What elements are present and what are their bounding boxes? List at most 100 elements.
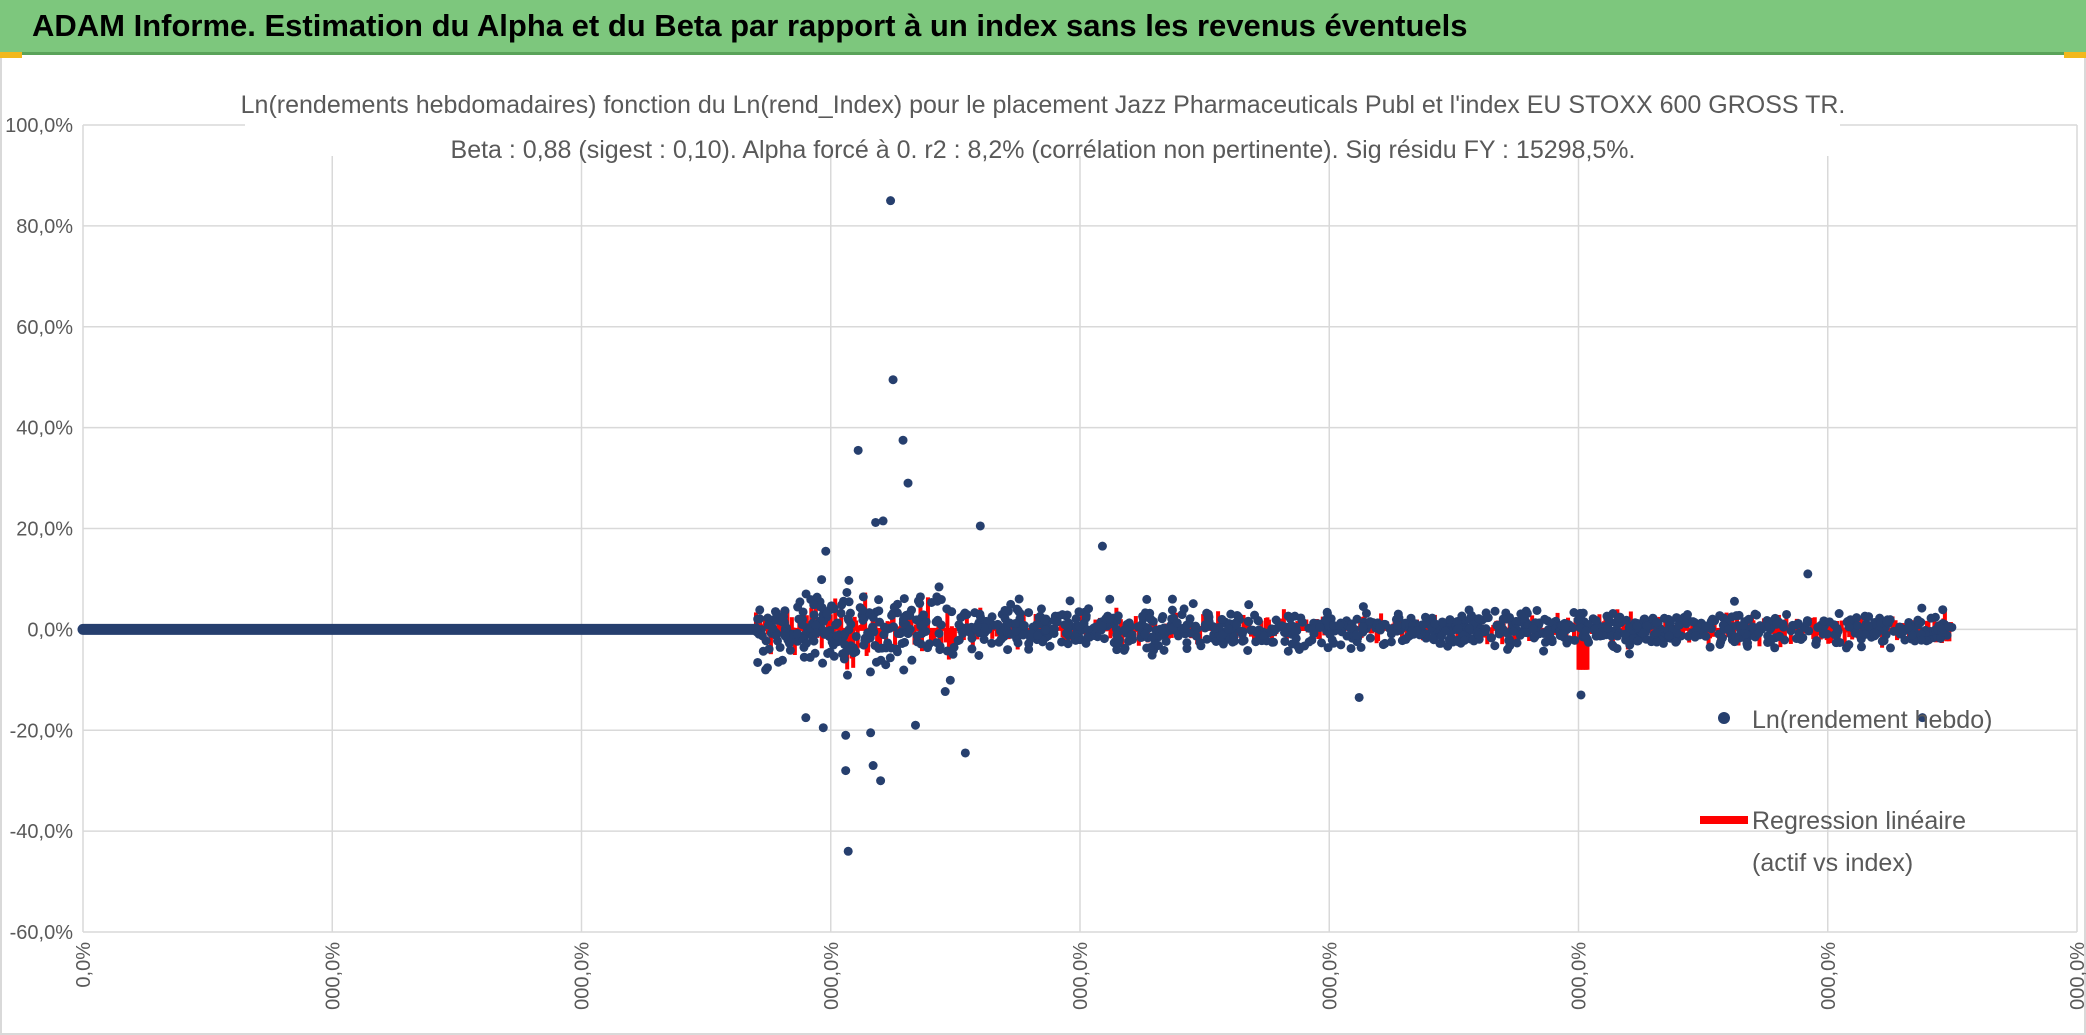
data-point — [1119, 645, 1129, 655]
x-tick-label: 000,0% — [1319, 942, 1341, 1010]
data-point — [1802, 618, 1812, 628]
data-point — [1844, 640, 1854, 650]
data-point — [1437, 631, 1447, 641]
data-point — [844, 625, 854, 635]
data-point — [1243, 645, 1253, 655]
legend-label-points: Ln(rendement hebdo) — [1752, 706, 1992, 734]
data-point — [1036, 604, 1046, 614]
outlier-point — [1097, 541, 1107, 551]
data-point — [889, 602, 899, 612]
data-point — [1701, 631, 1711, 641]
data-point — [1013, 606, 1023, 616]
data-point — [949, 642, 959, 652]
data-point — [1157, 625, 1167, 635]
data-point — [842, 670, 852, 680]
data-point — [1006, 599, 1016, 609]
data-point — [1361, 608, 1371, 618]
data-point — [1652, 637, 1662, 647]
data-point — [868, 622, 878, 632]
data-point — [1365, 633, 1375, 643]
legend: Ln(rendement hebdo) Regression linéaire … — [1700, 706, 1992, 877]
data-point — [1105, 594, 1115, 604]
data-point — [972, 621, 982, 631]
data-point — [821, 627, 831, 637]
data-point — [761, 665, 771, 675]
data-point — [1652, 628, 1662, 638]
data-point — [979, 635, 989, 645]
data-point — [868, 612, 878, 622]
data-point — [1327, 635, 1337, 645]
data-point — [1688, 617, 1698, 627]
data-point — [1863, 621, 1873, 631]
data-point — [1613, 631, 1623, 641]
return-points-series — [751, 196, 1957, 856]
data-point — [1444, 635, 1454, 645]
data-point — [832, 631, 842, 641]
y-tick-label: 20,0% — [16, 519, 73, 541]
data-point — [863, 628, 873, 638]
data-point — [809, 600, 819, 610]
data-point — [918, 620, 928, 630]
data-point — [1481, 624, 1491, 634]
data-point — [1539, 646, 1549, 656]
data-point — [1717, 633, 1727, 643]
data-point — [874, 606, 884, 616]
data-point — [829, 604, 839, 614]
data-point — [861, 635, 871, 645]
data-point — [1560, 621, 1570, 631]
data-point — [780, 631, 790, 641]
data-point — [1065, 596, 1075, 606]
outlier-point — [888, 375, 898, 385]
data-point — [1049, 628, 1059, 638]
data-point — [934, 582, 944, 592]
data-point — [1569, 608, 1579, 618]
data-point — [1743, 638, 1753, 648]
outlier-point — [1354, 692, 1364, 702]
data-point — [1045, 641, 1055, 651]
data-point — [1591, 615, 1601, 625]
data-point — [1317, 638, 1327, 648]
data-point — [911, 615, 921, 625]
data-point — [1509, 626, 1519, 636]
data-point — [1335, 620, 1345, 630]
data-point — [1041, 625, 1051, 635]
data-point — [1860, 629, 1870, 639]
data-point — [857, 605, 867, 615]
data-point — [919, 610, 929, 620]
data-point — [1011, 626, 1021, 636]
data-point — [1621, 615, 1631, 625]
data-point — [975, 612, 985, 622]
data-point — [1594, 630, 1604, 640]
data-point — [1147, 632, 1157, 642]
data-point — [1291, 633, 1301, 643]
data-point — [768, 623, 778, 633]
data-point — [772, 608, 782, 618]
legend-point-icon — [1718, 712, 1730, 724]
legend-label-regression-2: (actif vs index) — [1752, 849, 1913, 877]
data-point — [1365, 617, 1375, 627]
data-point — [764, 644, 774, 654]
outlier-point — [886, 196, 896, 206]
data-point — [778, 612, 788, 622]
data-point — [940, 687, 950, 697]
data-point — [1223, 624, 1233, 634]
data-point — [1244, 600, 1254, 610]
data-point — [1052, 617, 1062, 627]
data-point — [1666, 617, 1676, 627]
data-point — [1250, 610, 1260, 620]
data-point — [1352, 614, 1362, 624]
chart-frame — [0, 58, 2086, 1035]
data-point — [1236, 626, 1246, 636]
data-point — [1182, 638, 1192, 648]
data-point — [879, 630, 889, 640]
data-point — [1380, 638, 1390, 648]
data-point — [1014, 594, 1024, 604]
data-point — [921, 626, 931, 636]
data-point — [1074, 607, 1084, 617]
title-background — [245, 86, 1840, 156]
data-point — [1731, 632, 1741, 642]
data-point — [763, 613, 773, 623]
data-point — [810, 648, 820, 658]
outlier-point — [1917, 713, 1927, 723]
data-point — [1105, 614, 1115, 624]
